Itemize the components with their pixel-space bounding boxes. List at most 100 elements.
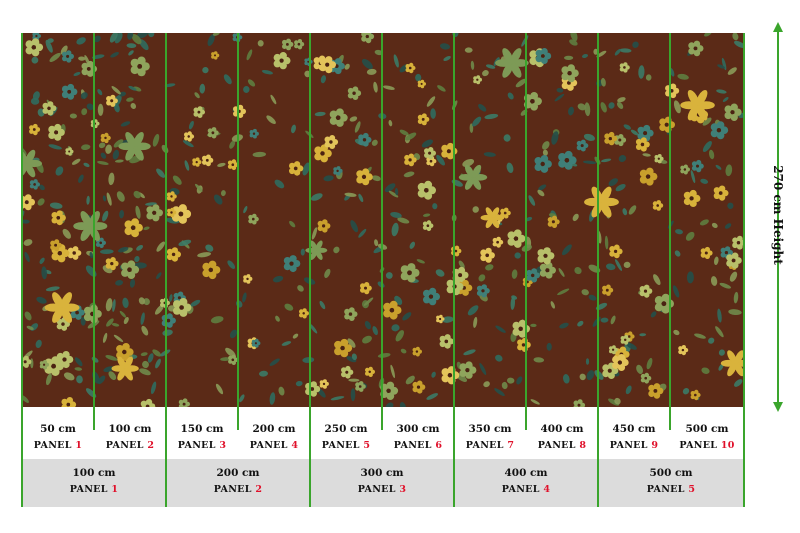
panel-width: 150 cm xyxy=(180,423,224,435)
leaf-shape xyxy=(572,213,579,222)
leaf-shape xyxy=(140,312,145,325)
flower-shape xyxy=(166,191,177,202)
leaf-shape xyxy=(349,116,358,122)
flower-shape xyxy=(289,161,304,176)
flower-shape xyxy=(732,235,744,250)
flower-shape xyxy=(404,153,417,167)
flower-shape xyxy=(44,356,64,376)
leaf-shape xyxy=(323,175,334,182)
leaf-shape xyxy=(727,202,734,209)
leaf-shape xyxy=(358,228,367,238)
flower-shape xyxy=(42,101,57,116)
leaf-shape xyxy=(714,256,719,266)
small-panel-divider xyxy=(381,33,383,430)
flower-shape xyxy=(612,354,629,371)
leaf-shape xyxy=(205,244,214,252)
leaf-shape xyxy=(22,219,30,224)
flower-shape xyxy=(648,383,664,399)
leaf-shape xyxy=(600,158,612,163)
leaf-shape xyxy=(243,86,250,93)
flower-shape xyxy=(166,247,181,262)
small-panel-divider xyxy=(237,33,239,430)
leaf-shape xyxy=(431,371,436,378)
panel-label: PANEL 8 xyxy=(537,440,587,451)
leaf-shape xyxy=(217,162,226,167)
leaf-shape xyxy=(511,269,518,279)
flower-shape xyxy=(130,56,150,77)
leaf-shape xyxy=(112,149,120,160)
leaf-shape xyxy=(734,379,743,387)
leaf-shape xyxy=(583,133,595,141)
leaf-shape xyxy=(115,280,124,286)
leaf-shape xyxy=(710,276,718,286)
panel-label: PANEL 7 xyxy=(465,440,515,451)
flower-shape xyxy=(184,131,195,142)
leaf-shape xyxy=(31,56,39,64)
leaf-shape xyxy=(272,275,284,283)
leaf-shape xyxy=(690,170,696,184)
flower-shape xyxy=(537,247,555,265)
flower-shape xyxy=(400,263,420,283)
flower-shape xyxy=(710,121,729,140)
leaf-shape xyxy=(281,341,292,346)
flower-shape xyxy=(473,75,482,85)
leaf-shape xyxy=(615,184,626,192)
leaf-shape xyxy=(148,33,155,38)
leaf-shape xyxy=(372,326,378,336)
flower-shape xyxy=(347,86,362,100)
leaf-shape xyxy=(579,373,586,381)
flower-shape xyxy=(294,39,305,50)
leaf-shape xyxy=(41,266,48,280)
panel-label: PANEL 4 xyxy=(501,484,551,495)
leaf-shape xyxy=(270,94,277,105)
leaf-shape xyxy=(432,203,438,210)
leaf-shape xyxy=(330,396,345,401)
leaf-shape xyxy=(131,34,142,45)
flower-shape xyxy=(124,218,143,238)
flower-shape xyxy=(50,239,62,252)
flower-shape xyxy=(29,123,41,136)
large-flower-shape xyxy=(680,89,715,121)
leaf-shape xyxy=(388,120,393,127)
flower-shape xyxy=(576,139,589,152)
leaf-shape xyxy=(507,92,514,100)
flower-shape xyxy=(604,131,618,146)
leaf-shape xyxy=(516,376,523,385)
leaf-shape xyxy=(639,333,647,337)
flower-shape xyxy=(319,379,329,389)
leaf-shape xyxy=(568,106,574,116)
leaf-shape xyxy=(364,320,371,330)
leaf-shape xyxy=(537,189,545,197)
leaf-shape xyxy=(550,301,556,309)
leaf-shape xyxy=(86,103,94,111)
leaf-shape xyxy=(76,37,86,45)
leaf-shape xyxy=(45,373,52,386)
leaf-shape xyxy=(494,388,505,397)
flower-shape xyxy=(535,48,552,64)
leaf-shape xyxy=(97,89,103,96)
flower-shape xyxy=(39,360,49,370)
leaf-shape xyxy=(478,274,486,282)
leaf-shape xyxy=(139,368,151,376)
flower-shape xyxy=(211,51,220,60)
leaf-shape xyxy=(129,279,136,288)
leaf-shape xyxy=(473,316,478,328)
leaf-shape xyxy=(100,152,107,159)
leaf-shape xyxy=(371,139,378,146)
leaf-shape xyxy=(94,35,101,43)
flower-shape xyxy=(422,220,434,232)
flower-shape xyxy=(480,247,495,263)
leaf-shape xyxy=(190,299,201,307)
leaf-shape xyxy=(108,371,117,380)
leaf-shape xyxy=(374,49,383,56)
leaf-shape xyxy=(194,92,200,99)
leaf-shape xyxy=(269,392,276,405)
leaf-shape xyxy=(136,244,144,251)
leaf-shape xyxy=(608,102,615,109)
leaf-shape xyxy=(35,339,42,349)
panel-width: 200 cm xyxy=(216,467,260,479)
flower-shape xyxy=(654,154,664,164)
small-panel-10: 500 cm PANEL 10 xyxy=(670,423,744,451)
flower-shape xyxy=(558,150,577,170)
leaf-shape xyxy=(685,231,695,241)
